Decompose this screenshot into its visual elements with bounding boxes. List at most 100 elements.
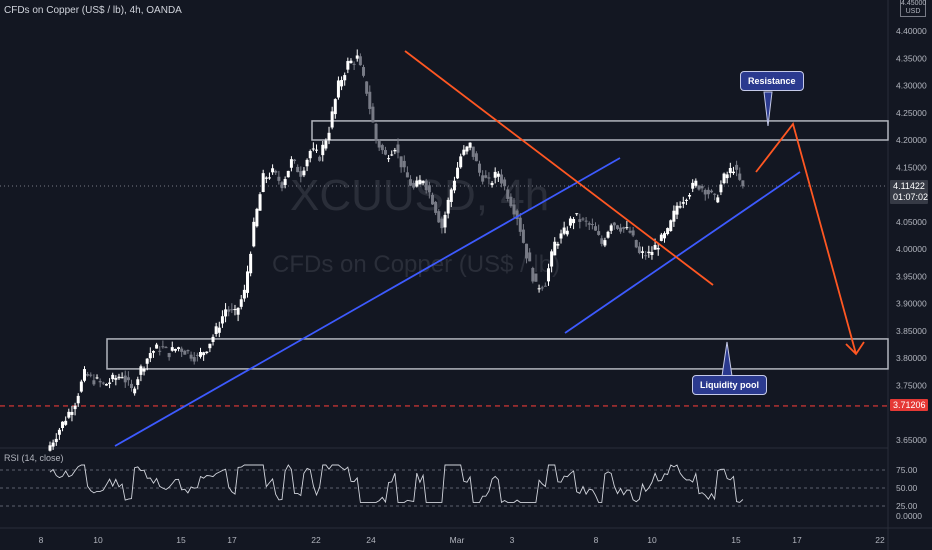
candle-body bbox=[120, 377, 124, 379]
candle-body bbox=[415, 180, 419, 187]
candle-body bbox=[706, 189, 710, 195]
candle-body bbox=[568, 218, 572, 226]
candle-body bbox=[371, 106, 375, 123]
candle-body bbox=[352, 63, 356, 65]
x-tick-label: 8 bbox=[594, 535, 599, 545]
candle-body bbox=[86, 374, 90, 376]
candle-body bbox=[64, 420, 68, 425]
candle-body bbox=[214, 326, 218, 334]
candle-body bbox=[556, 243, 560, 246]
candle-body bbox=[183, 350, 187, 355]
candle-body bbox=[202, 352, 206, 356]
candle-body bbox=[647, 251, 651, 254]
candle-body bbox=[594, 226, 598, 231]
candle-body bbox=[452, 180, 456, 191]
candle-body bbox=[612, 222, 616, 226]
candle-body bbox=[525, 243, 529, 259]
candle-body bbox=[164, 347, 168, 349]
y-tick-label: 4.20000 bbox=[896, 135, 927, 145]
liquidity-pointer bbox=[721, 341, 733, 377]
candle-body bbox=[503, 179, 507, 187]
candle-body bbox=[239, 299, 243, 307]
candle-body bbox=[634, 240, 638, 248]
candle-body bbox=[490, 182, 494, 186]
candle-body bbox=[512, 204, 516, 215]
candle-body bbox=[669, 220, 673, 232]
candle-body bbox=[509, 196, 513, 207]
projection-arrowhead bbox=[845, 341, 865, 356]
y-tick-label: 3.85000 bbox=[896, 326, 927, 336]
candle-body bbox=[666, 228, 670, 234]
bar-countdown: 01:07:02 bbox=[893, 192, 929, 202]
candle-body bbox=[615, 225, 619, 229]
candle-body bbox=[518, 217, 522, 232]
candle-body bbox=[311, 148, 315, 150]
candle-body bbox=[396, 144, 400, 153]
candle-body bbox=[443, 214, 447, 228]
candle-body bbox=[308, 150, 312, 159]
candle-body bbox=[114, 378, 118, 380]
uptrend-line-main bbox=[114, 157, 621, 447]
candle-body bbox=[562, 227, 566, 234]
rsi-tick-label: 25.00 bbox=[896, 501, 918, 511]
candle-body bbox=[716, 197, 720, 203]
x-tick-label: 17 bbox=[792, 535, 802, 545]
candle-body bbox=[82, 369, 86, 381]
candle-body bbox=[625, 227, 629, 229]
candle-body bbox=[180, 348, 184, 352]
y-tick-label: 4.00000 bbox=[896, 244, 927, 254]
liquidity-pool-callout: Liquidity pool bbox=[692, 375, 767, 395]
candle-body bbox=[430, 194, 434, 205]
candle-body bbox=[637, 246, 641, 253]
candle-body bbox=[170, 347, 174, 351]
y-tick-label: 3.75000 bbox=[896, 380, 927, 390]
candle-body bbox=[434, 201, 438, 213]
candle-body bbox=[277, 176, 281, 181]
candle-body bbox=[468, 142, 472, 148]
candle-body bbox=[581, 218, 585, 220]
candle-body bbox=[305, 159, 309, 167]
candle-body bbox=[697, 185, 701, 190]
candle-body bbox=[380, 145, 384, 151]
chart-title: CFDs on Copper (US$ / lb), 4h, OANDA bbox=[4, 5, 182, 16]
candle-body bbox=[531, 267, 535, 282]
candle-body bbox=[108, 382, 112, 384]
rsi-label: RSI (14, close) bbox=[4, 453, 64, 463]
candle-body bbox=[409, 179, 413, 186]
candle-body bbox=[98, 381, 102, 383]
candle-body bbox=[286, 170, 290, 178]
projection-path bbox=[755, 122, 857, 355]
candle-body bbox=[343, 75, 347, 81]
candle-body bbox=[264, 177, 268, 179]
candle-body bbox=[293, 159, 297, 162]
candle-body bbox=[553, 241, 557, 256]
candle-body bbox=[672, 210, 676, 222]
candle-body bbox=[89, 374, 93, 376]
candle-body bbox=[327, 132, 331, 141]
candle-body bbox=[641, 251, 645, 253]
y-tick-label: 4.15000 bbox=[896, 162, 927, 172]
y-tick-label: 3.80000 bbox=[896, 353, 927, 363]
candle-body bbox=[167, 353, 171, 358]
resistance-zone bbox=[311, 120, 889, 141]
candle-body bbox=[703, 189, 707, 195]
candle-body bbox=[597, 231, 601, 235]
candle-body bbox=[374, 123, 378, 141]
x-tick-label: 10 bbox=[647, 535, 657, 545]
candle-body bbox=[123, 375, 127, 383]
liquidity-zone bbox=[106, 338, 889, 370]
candle-body bbox=[296, 166, 300, 173]
candle-body bbox=[186, 350, 190, 352]
price-axis-header: 4.45000 USD bbox=[900, 0, 926, 17]
resistance-pointer bbox=[763, 91, 773, 127]
candle-body bbox=[358, 56, 362, 66]
candle-body bbox=[133, 388, 137, 394]
candle-body bbox=[659, 234, 663, 241]
candle-body bbox=[587, 223, 591, 225]
candle-body bbox=[499, 174, 503, 184]
candle-body bbox=[346, 61, 350, 70]
candle-body bbox=[537, 288, 541, 290]
candle-body bbox=[631, 230, 635, 236]
candle-body bbox=[324, 140, 328, 149]
candle-body bbox=[725, 174, 729, 179]
